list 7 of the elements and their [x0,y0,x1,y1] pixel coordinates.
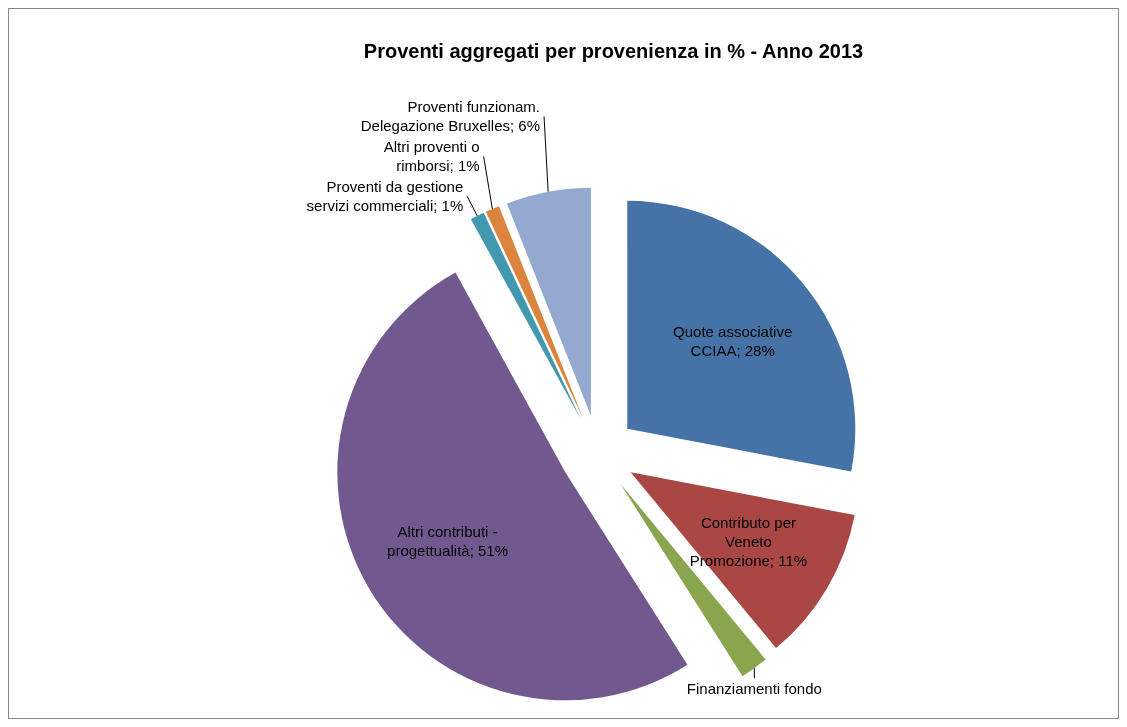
chart-title: Proventi aggregati per provenienza in % - Anno 2013 [363,40,864,62]
slice-label: Proventi da gestione servizi commerciali; 1% [306,177,464,214]
slice-label: Finanziamenti fondo [686,680,822,698]
slice-label: Proventi funzionam. Delegazione Bruxelles; 6% [360,97,541,134]
slice-label: Altri proventi o rimborsi; 1% [383,137,480,174]
slice-label: Altri contributi - progettualità; 51% [387,523,508,560]
slice-label: Quote associative CCIAA; 28% [673,322,793,359]
